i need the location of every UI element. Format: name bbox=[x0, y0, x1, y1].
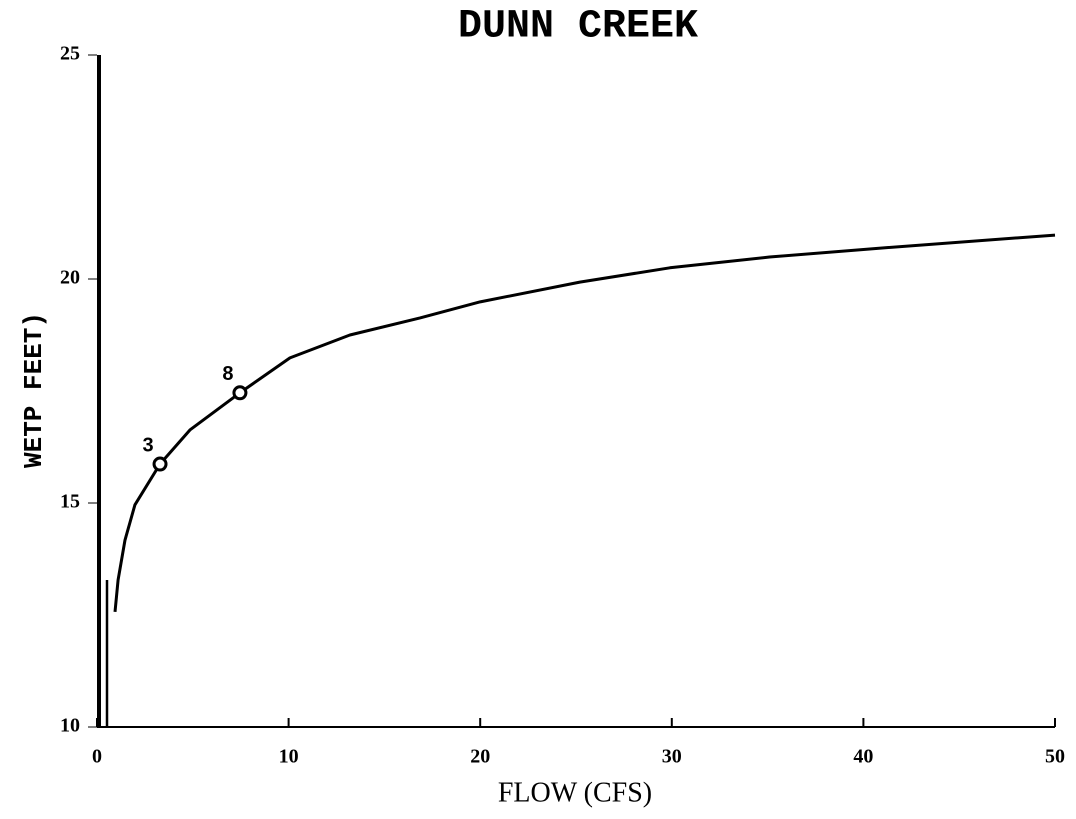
point-marker bbox=[232, 385, 248, 401]
y-tick-label: 20 bbox=[60, 267, 80, 289]
x-tick-label: 40 bbox=[853, 746, 873, 768]
point-marker bbox=[152, 456, 168, 472]
x-tick-label: 0 bbox=[92, 746, 102, 768]
x-tick-label: 50 bbox=[1045, 746, 1065, 768]
x-tick-label: 30 bbox=[662, 746, 682, 768]
y-tick-label: 25 bbox=[60, 43, 80, 65]
curve bbox=[113, 233, 1056, 613]
y-tick-label: 10 bbox=[60, 715, 80, 737]
point-label: 8 bbox=[222, 363, 233, 385]
x-tick-label: 20 bbox=[470, 746, 490, 768]
x-tick-label: 10 bbox=[279, 746, 299, 768]
chart-title: DUNN CREEK bbox=[458, 5, 698, 50]
y-axis-label: WETP FEET) bbox=[19, 312, 49, 468]
y-tick-label: 15 bbox=[60, 491, 80, 513]
point-label: 3 bbox=[142, 434, 153, 456]
x-axis-label: FLOW (CFS) bbox=[498, 777, 652, 808]
